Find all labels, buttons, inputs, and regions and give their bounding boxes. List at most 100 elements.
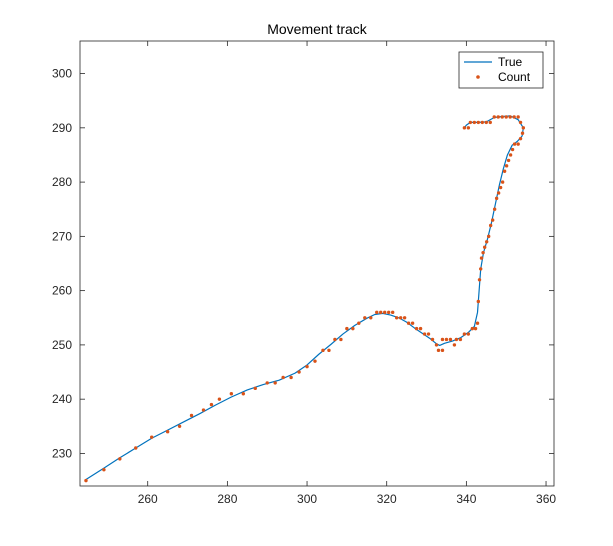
data-point-count xyxy=(484,240,489,244)
data-point-count xyxy=(468,120,473,125)
data-point-count xyxy=(494,196,499,201)
data-point-count xyxy=(488,120,492,125)
data-point-count xyxy=(390,310,395,315)
axes-layer: 260 280 300 320 340 360 230 240 250 260 270 280 290 3… xyxy=(52,40,556,506)
data-point-count xyxy=(297,370,301,374)
data-point-count xyxy=(444,337,449,342)
data-point-count xyxy=(289,375,293,380)
data-point-count xyxy=(321,348,325,353)
data-point-count xyxy=(486,234,491,239)
data-point-count xyxy=(512,142,517,146)
data-point-count xyxy=(476,120,481,125)
data-point-count xyxy=(102,468,106,472)
x-tick-label: 320 xyxy=(377,492,397,506)
chart-title: Movement track xyxy=(267,21,368,37)
data-point-count xyxy=(351,326,355,331)
data-point-count xyxy=(518,136,523,141)
data-point-count xyxy=(492,207,497,211)
data-point-count xyxy=(448,337,453,342)
data-point-count xyxy=(502,169,507,173)
data-point-count xyxy=(440,348,445,353)
data-point-count xyxy=(472,120,477,125)
data-point-count xyxy=(383,310,387,315)
data-point-count xyxy=(414,326,419,331)
data-point-count xyxy=(500,180,505,184)
data-point-count xyxy=(369,316,373,320)
data-point-count xyxy=(496,191,501,195)
data-point-count xyxy=(477,278,482,282)
data-point-count xyxy=(375,310,379,315)
x-tick-label: 340 xyxy=(456,492,476,506)
data-point-count xyxy=(339,337,343,342)
y-tick-label: 300 xyxy=(52,67,72,81)
data-point-count xyxy=(201,408,206,412)
data-point-count xyxy=(479,256,484,260)
data-point-count xyxy=(84,478,88,483)
data-point-count xyxy=(273,381,277,385)
data-point-count xyxy=(265,381,269,385)
x-tick-label: 280 xyxy=(217,492,237,506)
data-point-count xyxy=(470,326,475,331)
data-point-count xyxy=(504,164,509,168)
data-point-count xyxy=(500,115,504,119)
data-point-count xyxy=(422,332,427,336)
data-point-count xyxy=(512,115,516,119)
data-point-count xyxy=(473,326,478,331)
data-point-count xyxy=(253,386,257,391)
data-point-count xyxy=(440,337,445,342)
data-point-count xyxy=(466,126,471,130)
data-point-count xyxy=(521,126,526,130)
data-point-count xyxy=(430,337,435,342)
data-point-count xyxy=(177,424,182,428)
x-tick-label: 300 xyxy=(297,492,317,506)
series-layer xyxy=(84,115,526,483)
data-point-count xyxy=(520,131,525,135)
data-point-count xyxy=(394,316,399,320)
data-point-count xyxy=(496,115,500,119)
x-tick-label: 360 xyxy=(536,492,556,506)
data-point-count xyxy=(454,337,459,342)
data-point-count xyxy=(518,120,523,125)
data-point-count xyxy=(508,115,512,119)
data-point-count xyxy=(217,397,222,401)
data-point-count xyxy=(189,413,194,418)
data-point-count xyxy=(462,332,467,336)
data-point-count xyxy=(475,321,480,325)
data-point-count xyxy=(506,158,511,163)
data-point-count xyxy=(482,245,487,249)
data-point-count xyxy=(476,299,481,304)
legend-label: Count xyxy=(498,70,531,84)
data-point-count xyxy=(229,392,234,396)
data-point-count xyxy=(209,402,214,407)
y-tick-label: 260 xyxy=(52,284,72,298)
data-point-count xyxy=(480,120,484,125)
data-point-count xyxy=(510,147,515,152)
y-tick-label: 270 xyxy=(52,229,72,243)
plot-area xyxy=(80,41,554,486)
data-point-count xyxy=(516,115,520,119)
y-tick-label: 230 xyxy=(52,446,72,460)
data-point-count xyxy=(363,316,367,320)
data-point-count xyxy=(484,120,488,125)
y-tick-label: 240 xyxy=(52,392,72,406)
data-point-count xyxy=(426,332,431,336)
data-point-count xyxy=(434,343,439,347)
data-point-count xyxy=(241,392,246,396)
data-point-count xyxy=(516,142,520,146)
data-point-count xyxy=(466,332,471,336)
data-point-count xyxy=(418,326,423,331)
data-point-count xyxy=(165,430,170,434)
data-point-count xyxy=(508,153,513,157)
legend-swatch-marker xyxy=(476,75,480,79)
data-point-count xyxy=(327,348,331,353)
data-point-count xyxy=(281,375,285,380)
data-point-count xyxy=(118,457,122,461)
legend-label: True xyxy=(498,55,523,69)
data-point-count xyxy=(398,316,403,320)
data-point-count xyxy=(479,267,483,271)
data-point-count xyxy=(488,223,493,228)
data-point-count xyxy=(410,321,415,325)
data-point-count xyxy=(402,316,407,320)
